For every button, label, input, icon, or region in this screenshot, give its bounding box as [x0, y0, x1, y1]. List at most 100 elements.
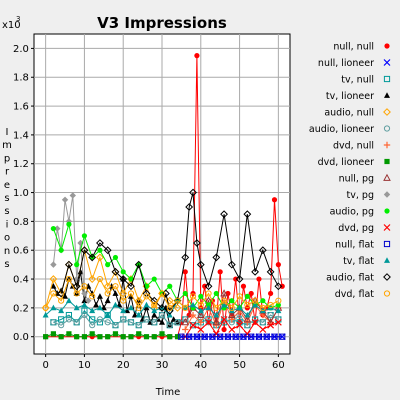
data-point [50, 331, 56, 337]
data-point [120, 307, 127, 314]
series-line [45, 277, 279, 309]
data-point [213, 304, 220, 311]
data-point [240, 333, 247, 340]
y-axis-label-char: I [6, 127, 9, 138]
legend-marker [384, 158, 390, 165]
legend-marker [383, 59, 391, 66]
data-point [89, 316, 96, 323]
data-point [151, 311, 158, 318]
data-point [81, 283, 88, 290]
data-point [112, 322, 119, 329]
data-point [135, 322, 142, 329]
data-point [88, 275, 97, 283]
y-multiplier-label: x10 [2, 20, 21, 31]
data-point [65, 316, 73, 323]
legend-marker [383, 108, 391, 116]
x-tick-label: 50 [233, 360, 246, 371]
y-axis-label-char: o [4, 233, 10, 244]
legend-marker [383, 173, 391, 181]
data-point [89, 307, 96, 314]
data-point [50, 304, 57, 311]
data-point [221, 326, 227, 333]
data-point [209, 333, 216, 340]
data-point [89, 293, 96, 300]
data-point [49, 275, 58, 283]
data-point [135, 304, 142, 311]
data-point [65, 297, 72, 304]
data-point [73, 290, 80, 297]
data-point [127, 319, 135, 326]
data-point [244, 301, 251, 309]
data-point [120, 297, 127, 304]
y-multiplier-exponent: 3 [16, 15, 20, 23]
data-point [271, 197, 278, 203]
legend-marker [384, 257, 390, 263]
data-point [182, 269, 188, 275]
data-point [235, 275, 244, 283]
data-point [255, 333, 263, 340]
legend-label: null, lioneer [318, 58, 374, 69]
data-point [236, 293, 243, 300]
data-point [73, 304, 80, 311]
data-point [243, 210, 252, 219]
data-point [205, 319, 212, 326]
data-point [220, 315, 228, 323]
data-point [119, 289, 128, 298]
data-point [243, 330, 251, 338]
y-axis-ticks: 0.0 0.2 0.4 0.6 0.8 1.0 1.2 1.4 1.6 1.8 2.0 [13, 44, 34, 343]
data-point [81, 334, 88, 340]
data-point [220, 316, 228, 323]
data-point [243, 315, 252, 323]
x-axis-label: Time [155, 387, 180, 398]
y-tick-label: 1.0 [13, 188, 29, 199]
data-point [143, 304, 150, 311]
data-point [181, 253, 190, 262]
legend-label: dvd, null [333, 141, 374, 152]
data-point [88, 253, 97, 262]
legend-label: tv, lioneer [326, 91, 374, 102]
legend-marker [383, 224, 391, 231]
data-point [248, 290, 254, 297]
data-point [166, 311, 173, 318]
y-tick-label: 1.4 [13, 130, 29, 141]
legend-marker [383, 75, 391, 83]
data-point [229, 298, 235, 304]
y-axis-label-char: r [5, 167, 10, 178]
data-point [173, 303, 182, 312]
data-point [189, 311, 197, 319]
data-point [97, 334, 103, 340]
data-point [111, 267, 120, 276]
data-point [77, 268, 84, 275]
y-axis-label-char: s [4, 193, 9, 204]
data-point [58, 247, 64, 253]
y-tick-label: 1.6 [13, 102, 29, 113]
y-tick-label: 1.2 [13, 159, 29, 170]
data-point [100, 304, 107, 311]
data-point [81, 233, 88, 239]
data-point [131, 311, 138, 318]
data-point [278, 333, 286, 341]
data-point [103, 282, 112, 291]
data-point [236, 304, 243, 311]
data-point [112, 254, 119, 261]
data-point [248, 333, 255, 340]
data-point [159, 331, 165, 337]
data-point [189, 321, 197, 329]
data-point [224, 333, 232, 340]
data-point [201, 333, 208, 340]
data-point [227, 310, 236, 318]
data-point [112, 290, 119, 296]
data-point [50, 225, 56, 232]
data-point [58, 322, 65, 329]
data-point [96, 316, 104, 323]
data-point [112, 301, 119, 308]
legend-label: tv, flat [343, 256, 374, 267]
data-point [73, 319, 80, 326]
data-point [221, 301, 228, 308]
data-point [228, 304, 235, 311]
data-point [74, 334, 80, 340]
data-point [212, 318, 221, 326]
data-point [120, 316, 127, 323]
y-axis-label-char: s [4, 206, 9, 217]
data-point [103, 246, 112, 255]
